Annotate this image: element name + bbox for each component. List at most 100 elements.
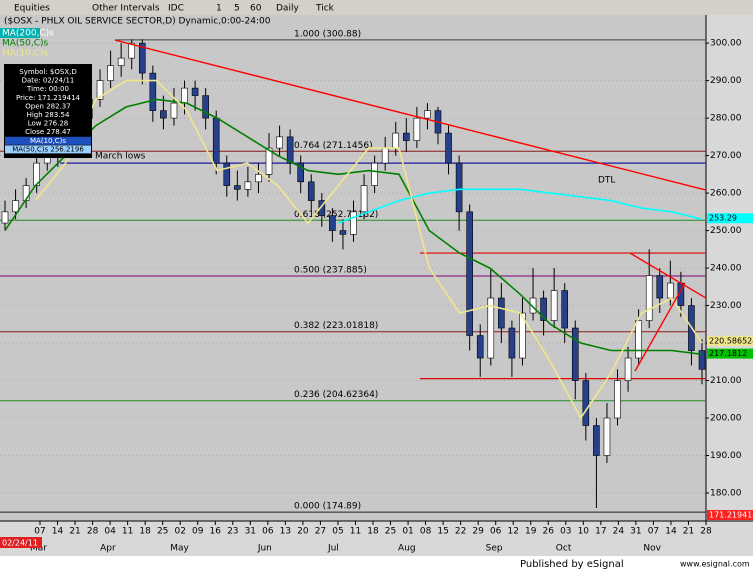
candle-body — [508, 327, 516, 359]
fib-label: 1.000 (300.88) — [294, 29, 361, 39]
x-day-label: 21 — [69, 527, 80, 537]
fib-label: 0.764 (271.1456) — [294, 141, 373, 151]
fib-label: 0.500 (237.885) — [294, 265, 367, 275]
candle-body — [392, 132, 400, 149]
candle-body — [339, 230, 347, 235]
x-day-label: 03 — [560, 527, 571, 537]
toolbar-item[interactable]: Other Intervals — [92, 4, 160, 14]
toolbar-item[interactable]: 60 — [250, 4, 262, 14]
y-tick-label: 250.00 — [710, 226, 742, 236]
candle-body — [635, 320, 642, 359]
candle-body — [360, 185, 368, 213]
level-label: March lows — [95, 152, 146, 162]
price-label-box — [707, 335, 753, 346]
ma-line — [4, 98, 703, 356]
candle-body — [117, 57, 125, 66]
info-row: Open 282.37 — [25, 102, 70, 110]
candle-body — [255, 174, 262, 183]
footer-right: www.esignal.com — [680, 560, 750, 569]
legend-box — [0, 28, 40, 38]
x-day-label: 06 — [262, 527, 274, 537]
x-day-label: 07 — [648, 527, 659, 537]
candle-body — [698, 350, 706, 370]
toolbar-item[interactable]: IDC — [168, 4, 184, 14]
y-tick-label: 210.00 — [710, 376, 742, 386]
x-day-label: 01 — [402, 527, 413, 537]
info-row: High 283.54 — [27, 111, 70, 119]
candle-body — [381, 147, 389, 164]
candle-body — [603, 417, 611, 456]
x-day-label: 07 — [34, 527, 45, 537]
candle-body — [667, 282, 674, 299]
x-month-label: Sep — [486, 544, 503, 554]
x-day-label: 28 — [700, 527, 712, 537]
toolbar-item[interactable]: Tick — [315, 4, 335, 14]
ma-line — [34, 79, 703, 420]
x-month-label: Jun — [257, 544, 272, 554]
candle-body — [529, 297, 537, 314]
trendline — [634, 282, 686, 372]
candle-body — [307, 181, 315, 201]
x-day-label: 19 — [525, 527, 537, 537]
candle-body — [96, 80, 104, 100]
x-day-label: 13 — [280, 527, 291, 537]
x-day-label: 21 — [683, 527, 694, 537]
candle-body — [476, 335, 484, 359]
price-label: 171.219414 — [709, 511, 753, 520]
info-row: MA(10,C)s — [30, 137, 66, 145]
x-day-label: 11 — [122, 527, 133, 537]
x-day-label: 06 — [490, 527, 502, 537]
x-month-label: May — [170, 544, 189, 554]
candle-body — [466, 211, 473, 336]
x-day-label: 18 — [367, 527, 379, 537]
x-month-label: Nov — [643, 544, 661, 554]
candle-body — [519, 312, 526, 359]
candle-body — [191, 87, 199, 96]
y-tick-label: 290.00 — [710, 76, 742, 86]
info-row: Symbol: $OSX,D — [19, 68, 76, 76]
candle-body — [160, 110, 167, 119]
x-day-label: 31 — [630, 527, 641, 537]
x-day-label: 04 — [104, 527, 116, 537]
candle-body — [424, 110, 431, 119]
candle-body — [318, 200, 326, 216]
info-row: Low 276.28 — [28, 120, 69, 128]
candle-body — [582, 380, 590, 426]
toolbar-item[interactable]: 5 — [234, 4, 240, 14]
footer-left: Published by eSignal — [520, 559, 624, 570]
info-row: Date: 02/24/11 — [22, 77, 75, 85]
price-label: 217.1812 — [709, 349, 747, 358]
candle-body — [455, 162, 463, 213]
footer — [0, 556, 753, 572]
x-month-label: Mar — [30, 544, 47, 554]
x-day-label: 05 — [332, 527, 343, 537]
y-tick-label: 300.00 — [710, 39, 742, 49]
trendline — [629, 252, 707, 299]
price-label: 220.586524 — [709, 336, 753, 345]
x-day-label: 08 — [420, 527, 432, 537]
candle-body — [33, 162, 40, 186]
candle-body — [202, 95, 209, 119]
ma-line — [338, 188, 703, 224]
fib-label: 0.382 (223.01818) — [294, 321, 378, 331]
candle-body — [128, 42, 136, 59]
x-day-label: 02 — [174, 527, 185, 537]
toolbar-item[interactable]: Daily — [276, 4, 299, 14]
candle-body — [286, 136, 294, 164]
candle-body — [276, 136, 283, 149]
toolbar-item[interactable]: 1 — [216, 4, 222, 14]
y-tick-label: 190.00 — [710, 451, 742, 461]
candle-body — [12, 200, 19, 213]
candle-body — [371, 162, 378, 186]
x-day-label: 11 — [350, 527, 361, 537]
x-day-label: 24 — [613, 527, 625, 537]
candle-body — [212, 117, 220, 164]
x-day-label: 16 — [210, 527, 222, 537]
chart-title: ($OSX - PHLX OIL SERVICE SECTOR,D) Dynam… — [4, 17, 271, 27]
x-day-label: 23 — [227, 527, 238, 537]
legend-entry: MA(10,C)s — [2, 49, 49, 59]
y-tick-label: 230.00 — [710, 301, 742, 311]
x-month-label: Oct — [556, 544, 572, 554]
toolbar-item[interactable]: Equities — [14, 4, 50, 14]
